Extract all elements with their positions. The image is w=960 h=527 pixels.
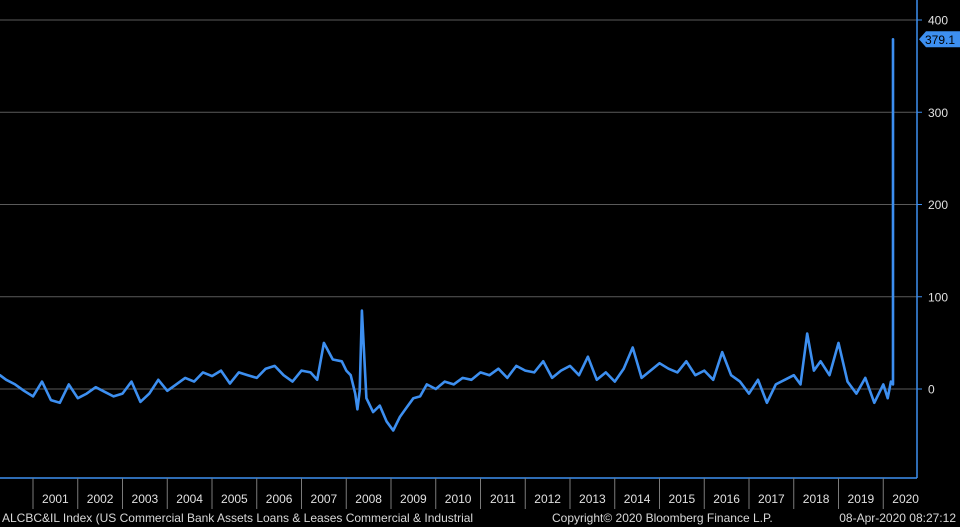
x-tick-label-2012: 2012	[534, 492, 561, 506]
y-tick-label-0: 0	[928, 383, 935, 397]
x-tick-label-2013: 2013	[579, 492, 606, 506]
x-tick-label-2006: 2006	[266, 492, 293, 506]
copyright-text: Copyright© 2020 Bloomberg Finance L.P.	[552, 511, 773, 525]
x-tick-label-2020: 2020	[892, 492, 919, 506]
x-tick-label-2019: 2019	[848, 492, 875, 506]
x-axis: 2001 2002 2003 2004 2005 2006 2007 2008 2009 2010…	[0, 477, 919, 509]
last-value-tag	[919, 31, 960, 48]
y-tick-label-300: 300	[928, 106, 948, 120]
x-tick-label-2015: 2015	[669, 492, 696, 506]
y-axis: 0 100 200 300 400	[916, 0, 948, 478]
plot-background	[0, 0, 960, 509]
x-tick-label-2017: 2017	[758, 492, 785, 506]
x-tick-label-2003: 2003	[132, 492, 159, 506]
x-tick-label-2016: 2016	[713, 492, 740, 506]
x-tick-label-2002: 2002	[87, 492, 114, 506]
x-tick-label-2004: 2004	[176, 492, 203, 506]
x-tick-label-2018: 2018	[803, 492, 830, 506]
x-tick-label-2008: 2008	[355, 492, 382, 506]
footer-bar: ALCBC&IL Index (US Commercial Bank Asset…	[0, 509, 960, 527]
series-layer	[0, 37, 895, 432]
x-tick-label-2007: 2007	[311, 492, 338, 506]
y-tick-label-400: 400	[928, 14, 948, 28]
x-tick-label-2014: 2014	[624, 492, 651, 506]
y-tick-label-100: 100	[928, 290, 948, 304]
timestamp: 08-Apr-2020 08:27:12	[839, 511, 956, 525]
x-tick-label-2001: 2001	[42, 492, 69, 506]
x-tick-label-2009: 2009	[400, 492, 427, 506]
gridlines	[0, 19, 917, 390]
line-chart: 2001 2002 2003 2004 2005 2006 2007 2008 2009 2010…	[0, 0, 960, 509]
x-tick-label-2005: 2005	[221, 492, 248, 506]
x-tick-label-2011: 2011	[490, 492, 516, 506]
y-tick-label-200: 200	[928, 198, 948, 212]
x-tick-label-2010: 2010	[445, 492, 472, 506]
index-description: ALCBC&IL Index (US Commercial Bank Asset…	[2, 511, 474, 525]
last-value-marker: 379.1	[919, 31, 960, 48]
last-value-label: 379.1	[925, 33, 955, 47]
series-line	[0, 37, 895, 432]
